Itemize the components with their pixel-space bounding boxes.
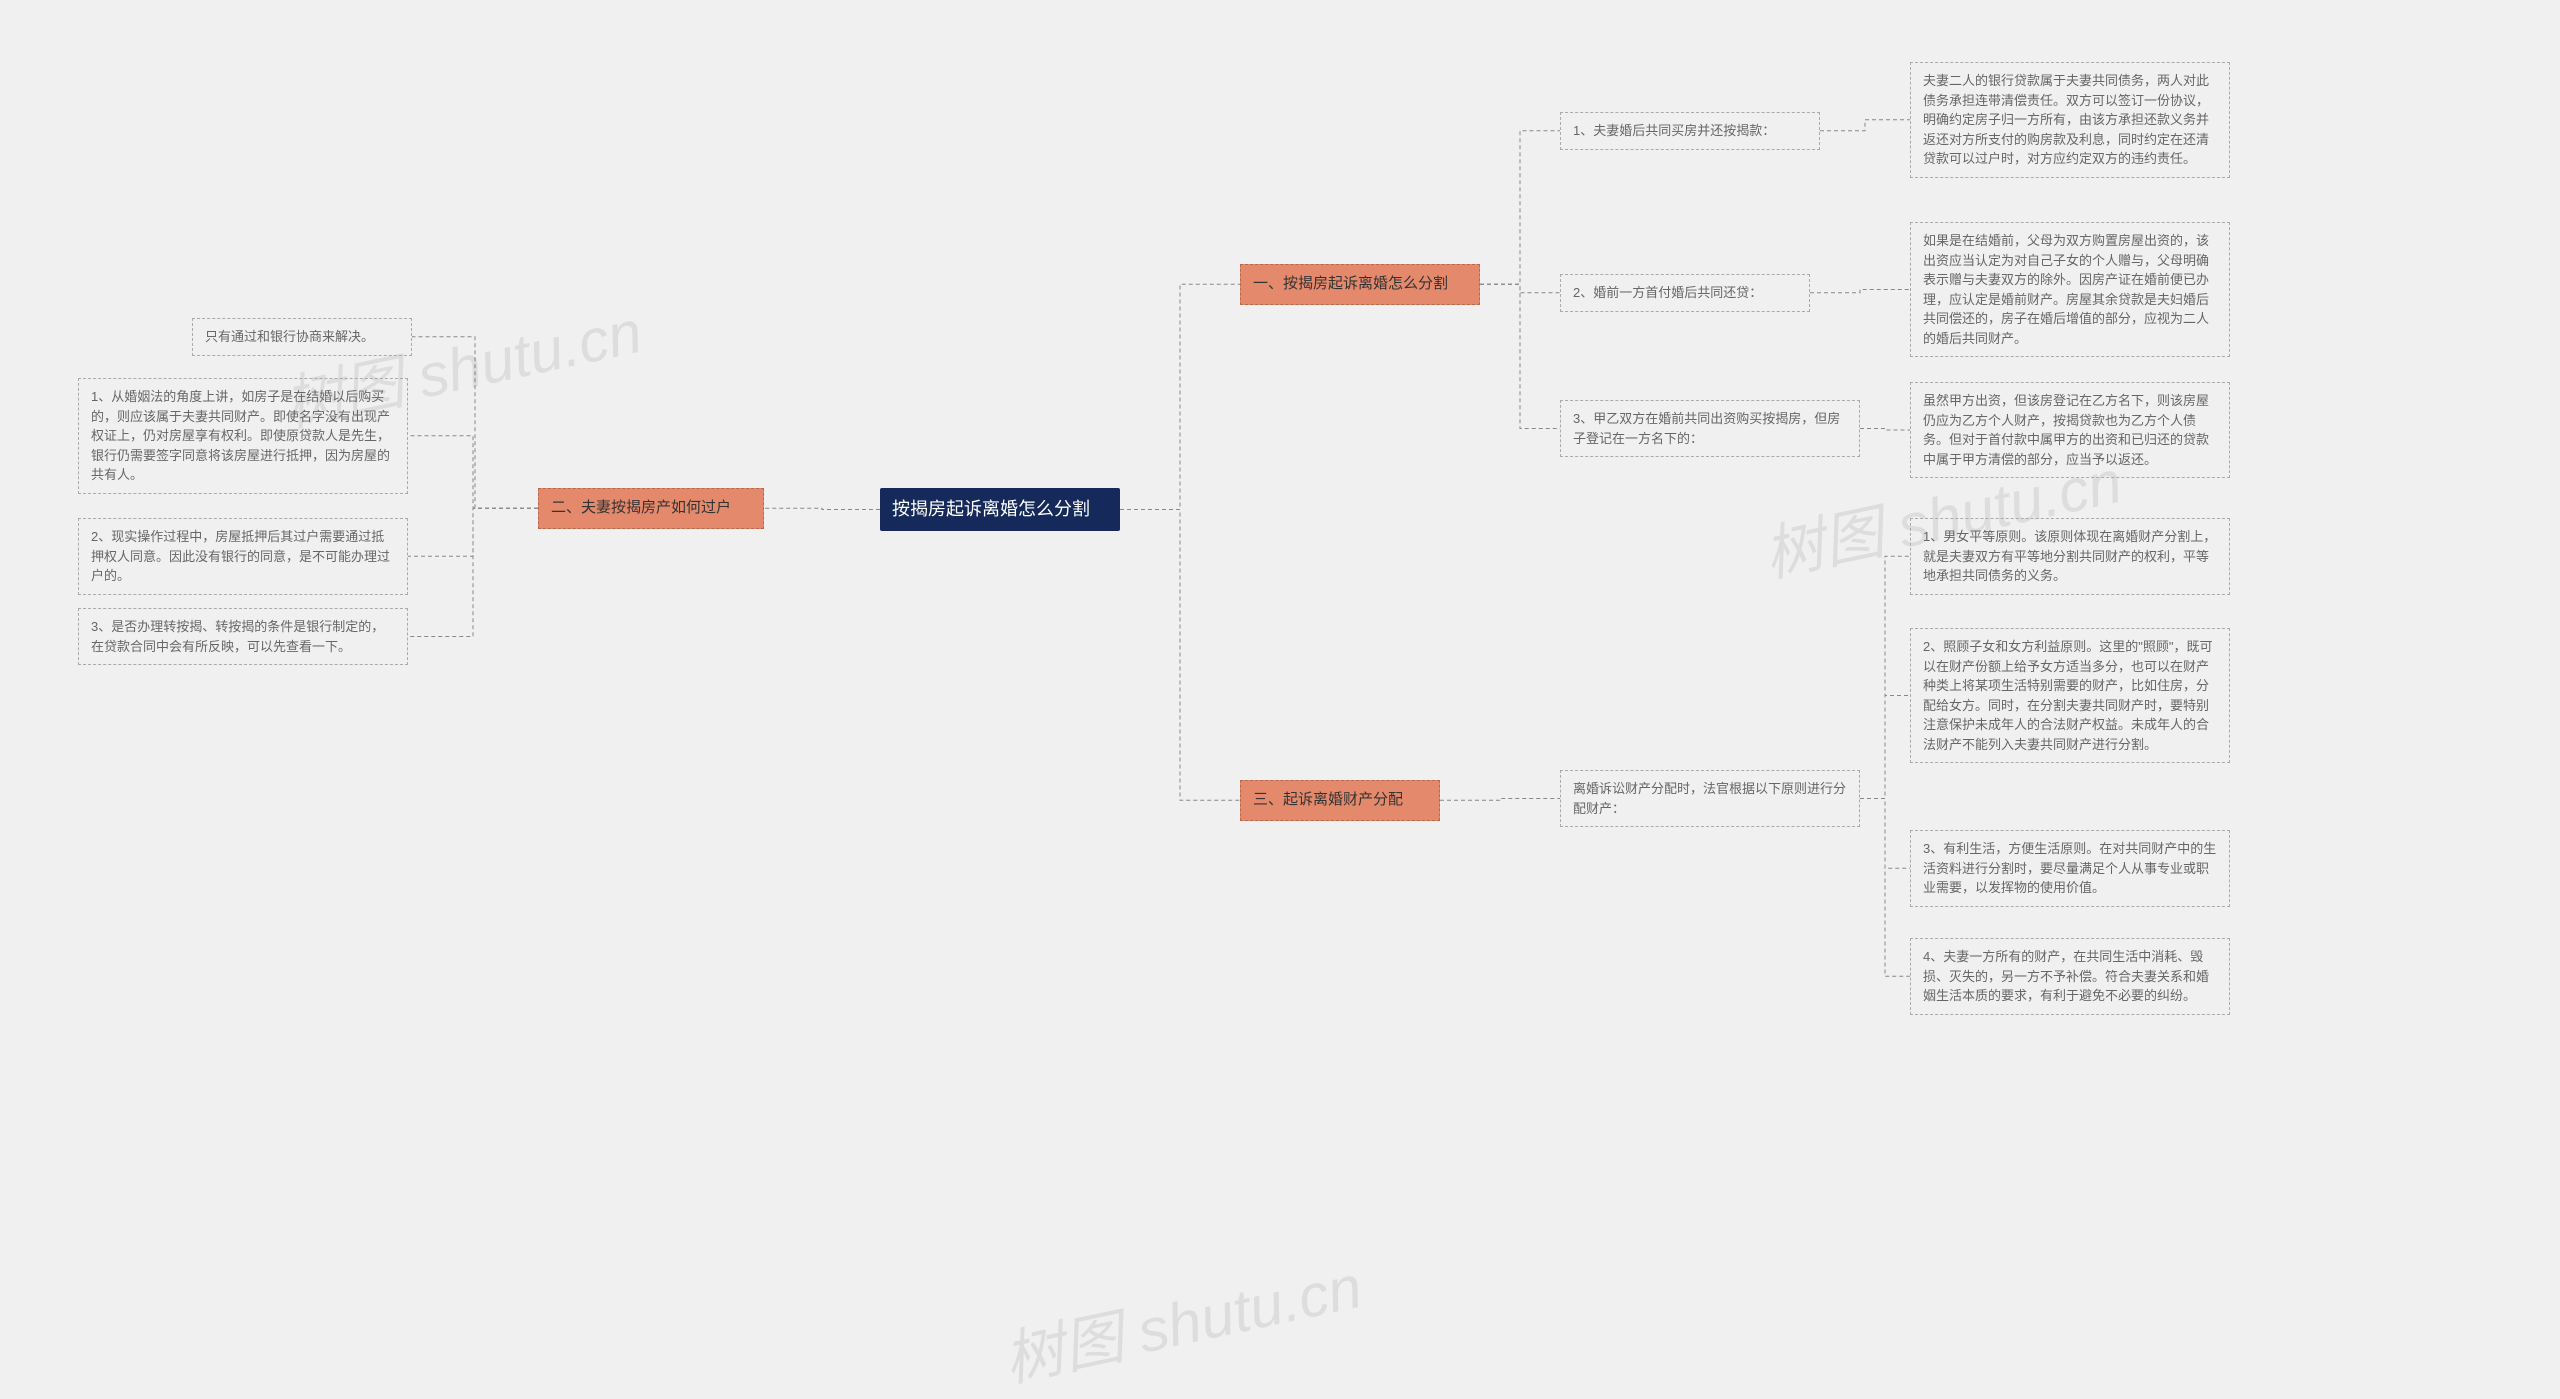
branch-3-principle-1[interactable]: 1、男女平等原则。该原则体现在离婚财产分割上，就是夫妻双方有平等地分割共同财产的… bbox=[1910, 518, 2230, 595]
branch-1-item-1-detail[interactable]: 夫妻二人的银行贷款属于夫妻共同债务，两人对此债务承担连带清偿责任。双方可以签订一… bbox=[1910, 62, 2230, 178]
branch-3-principle-3[interactable]: 3、有利生活，方便生活原则。在对共同财产中的生活资料进行分割时，要尽量满足个人从… bbox=[1910, 830, 2230, 907]
branch-3[interactable]: 三、起诉离婚财产分配 bbox=[1240, 780, 1440, 821]
watermark: 树图 shutu.cn bbox=[995, 1238, 1369, 1399]
branch-3-principles-label[interactable]: 离婚诉讼财产分配时，法官根据以下原则进行分配财产： bbox=[1560, 770, 1860, 827]
branch-1-item-1[interactable]: 1、夫妻婚后共同买房并还按揭款： bbox=[1560, 112, 1820, 150]
branch-1-item-2[interactable]: 2、婚前一方首付婚后共同还贷： bbox=[1560, 274, 1810, 312]
branch-2-item-0[interactable]: 只有通过和银行协商来解决。 bbox=[192, 318, 412, 356]
root-node[interactable]: 按揭房起诉离婚怎么分割 bbox=[880, 488, 1120, 531]
branch-1-item-3[interactable]: 3、甲乙双方在婚前共同出资购买按揭房，但房子登记在一方名下的： bbox=[1560, 400, 1860, 457]
branch-1[interactable]: 一、按揭房起诉离婚怎么分割 bbox=[1240, 264, 1480, 305]
branch-1-item-3-detail[interactable]: 虽然甲方出资，但该房登记在乙方名下，则该房屋仍应为乙方个人财产，按揭贷款也为乙方… bbox=[1910, 382, 2230, 478]
branch-3-principle-4[interactable]: 4、夫妻一方所有的财产，在共同生活中消耗、毁损、灭失的，另一方不予补偿。符合夫妻… bbox=[1910, 938, 2230, 1015]
branch-2-item-1[interactable]: 1、从婚姻法的角度上讲，如房子是在结婚以后购买的，则应该属于夫妻共同财产。即使名… bbox=[78, 378, 408, 494]
branch-2[interactable]: 二、夫妻按揭房产如何过户 bbox=[538, 488, 764, 529]
branch-2-item-3[interactable]: 3、是否办理转按揭、转按揭的条件是银行制定的，在贷款合同中会有所反映，可以先查看… bbox=[78, 608, 408, 665]
branch-1-item-2-detail[interactable]: 如果是在结婚前，父母为双方购置房屋出资的，该出资应当认定为对自己子女的个人赠与，… bbox=[1910, 222, 2230, 357]
branch-2-item-2[interactable]: 2、现实操作过程中，房屋抵押后其过户需要通过抵押权人同意。因此没有银行的同意，是… bbox=[78, 518, 408, 595]
branch-3-principle-2[interactable]: 2、照顾子女和女方利益原则。这里的"照顾"，既可以在财产份额上给予女方适当多分，… bbox=[1910, 628, 2230, 763]
